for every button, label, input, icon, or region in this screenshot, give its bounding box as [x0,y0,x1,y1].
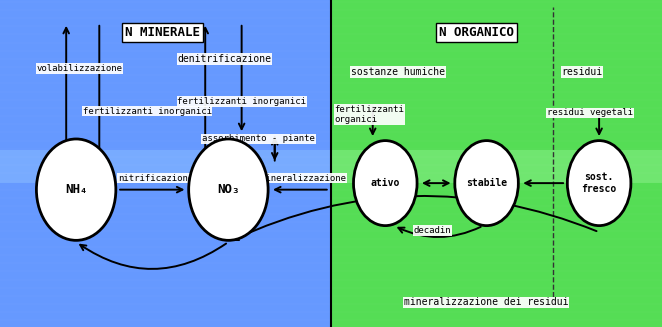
Bar [331,0,662,327]
Text: sost.
fresco: sost. fresco [581,172,617,194]
Text: sostanze humiche: sostanze humiche [351,67,445,77]
Text: mineralizzazione: mineralizzazione [260,174,346,183]
Text: fertilizzanti inorganici: fertilizzanti inorganici [177,97,307,106]
Ellipse shape [455,141,518,226]
Text: N MINERALE: N MINERALE [124,26,200,39]
Ellipse shape [36,139,116,240]
Text: N ORGANICO: N ORGANICO [439,26,514,39]
Text: nitrificazione: nitrificazione [118,174,193,183]
Text: denitrificazione: denitrificazione [177,54,271,64]
Ellipse shape [567,141,631,226]
Text: fertilizzanti inorganici: fertilizzanti inorganici [83,107,212,116]
Text: residui vegetali: residui vegetali [547,108,633,117]
Text: mineralizzazione dei residui: mineralizzazione dei residui [404,298,568,307]
Ellipse shape [189,139,268,240]
Ellipse shape [354,141,417,226]
Bar [0,150,331,183]
Text: assorbimento - piante: assorbimento - piante [202,134,315,144]
Text: volabilizzazione: volabilizzazione [36,64,122,73]
Text: NO₃: NO₃ [217,183,240,196]
Text: fertilizzanti
organici: fertilizzanti organici [334,105,404,124]
Text: decadin: decadin [414,226,451,235]
Text: residui: residui [561,67,602,77]
Text: stabile: stabile [466,178,507,188]
Bar [0,0,331,327]
Bar [331,150,662,183]
Text: NH₄: NH₄ [65,183,87,196]
Text: ativo: ativo [371,178,400,188]
